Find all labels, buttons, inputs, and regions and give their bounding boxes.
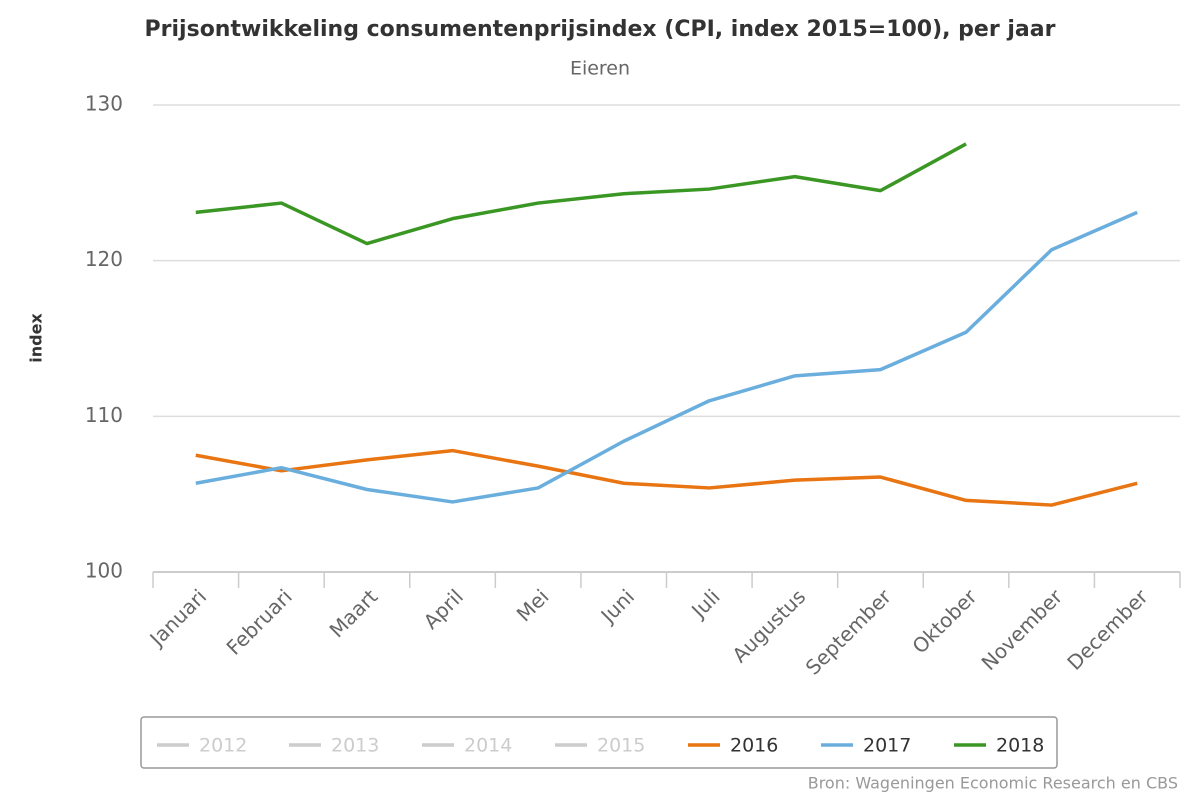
x-tick-label: Oktober	[907, 584, 982, 659]
series-line	[195, 142, 967, 246]
chart-title: Prijsontwikkeling consumentenprijsindex …	[145, 17, 1056, 42]
x-tick-label: Juli	[685, 584, 724, 623]
legend-label: 2015	[597, 735, 645, 757]
y-tick-label: 100	[85, 559, 123, 583]
y-tick-label: 120	[85, 247, 123, 271]
y-tick-label: 130	[85, 92, 123, 116]
legend-label: 2016	[730, 735, 778, 757]
legend-box	[140, 716, 1058, 769]
y-axis-label: index	[27, 313, 46, 363]
chart-subtitle: Eieren	[570, 58, 630, 80]
series-line	[195, 448, 1138, 507]
legend-label: 2013	[331, 735, 379, 757]
y-tick-label: 110	[85, 403, 123, 427]
x-tick-label: November	[977, 584, 1068, 675]
x-tick-label: Augustus	[728, 584, 811, 667]
x-tick-label: Februari	[222, 584, 297, 659]
x-tick-label: December	[1062, 584, 1153, 675]
legend-label: 2012	[199, 735, 247, 757]
x-tick-label: Januari	[144, 584, 212, 652]
x-tick-label: Mei	[512, 584, 554, 626]
legend-label: 2018	[996, 735, 1044, 757]
x-tick-label: September	[801, 584, 897, 680]
x-tick-label: Maart	[325, 584, 383, 642]
x-tick-label: Juni	[595, 584, 639, 628]
legend-label: 2014	[464, 735, 512, 757]
legend-label: 2017	[863, 735, 911, 757]
series-line	[195, 210, 1138, 504]
source: Bron: Wageningen Economic Research en CB…	[808, 774, 1178, 793]
x-tick-label: April	[419, 584, 468, 633]
